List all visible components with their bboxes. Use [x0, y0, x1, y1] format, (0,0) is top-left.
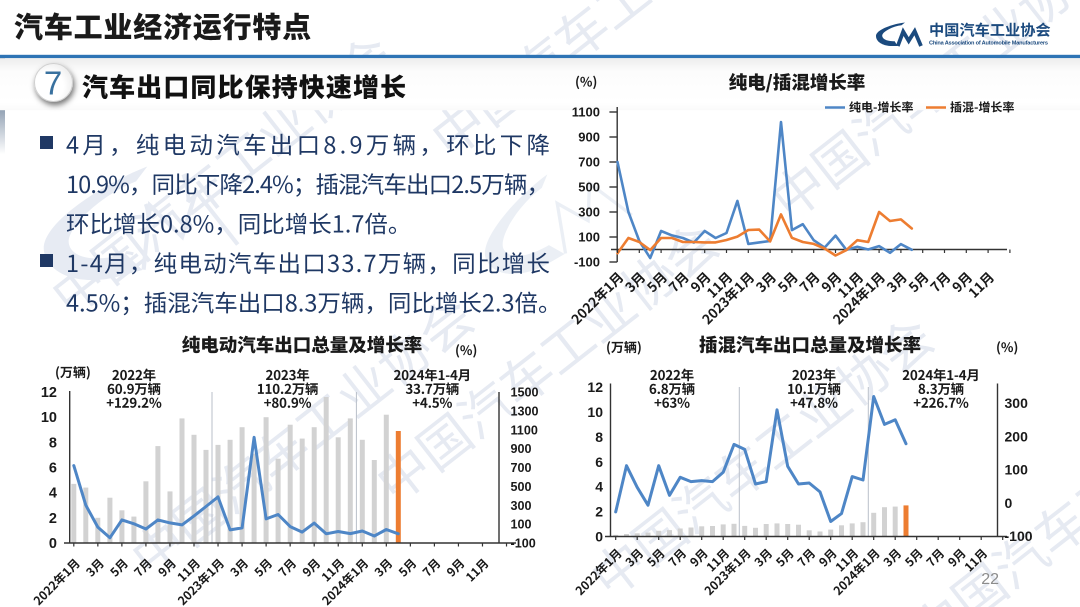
svg-text:10: 10 [41, 410, 57, 426]
svg-text:4: 4 [595, 479, 603, 495]
svg-text:2: 2 [595, 504, 603, 520]
svg-text:700: 700 [578, 155, 600, 170]
svg-text:-100: -100 [574, 255, 600, 270]
svg-text:8: 8 [595, 429, 603, 445]
svg-text:-100: -100 [1005, 528, 1033, 544]
svg-text:500: 500 [511, 480, 532, 494]
svg-text:0: 0 [49, 536, 57, 552]
svg-text:100: 100 [1005, 462, 1029, 478]
svg-text:6: 6 [595, 454, 603, 470]
svg-text:22: 22 [981, 571, 999, 588]
svg-text:12: 12 [41, 385, 57, 401]
svg-text:6: 6 [49, 461, 57, 477]
svg-text:2: 2 [49, 511, 57, 527]
svg-text:500: 500 [578, 180, 600, 195]
svg-text:300: 300 [578, 205, 600, 220]
svg-text:900: 900 [511, 442, 532, 456]
svg-text:1500: 1500 [511, 386, 539, 400]
svg-text:1100: 1100 [572, 105, 600, 120]
svg-text:7: 7 [44, 65, 62, 102]
svg-text:300: 300 [1005, 395, 1029, 411]
svg-text:0: 0 [1005, 495, 1013, 511]
svg-text:8: 8 [49, 435, 57, 451]
svg-text:100: 100 [578, 230, 600, 245]
svg-text:4: 4 [49, 486, 57, 502]
svg-text:200: 200 [1005, 428, 1029, 444]
svg-text:10: 10 [587, 404, 603, 420]
svg-text:300: 300 [511, 499, 532, 513]
svg-text:100: 100 [511, 518, 532, 532]
svg-text:0: 0 [595, 529, 603, 545]
svg-text:12: 12 [587, 379, 603, 395]
svg-text:-100: -100 [511, 537, 536, 551]
svg-text:1100: 1100 [511, 423, 538, 437]
svg-text:China Association of Automobil: China Association of Automobile Manufact… [929, 41, 1048, 47]
svg-text:900: 900 [578, 130, 600, 145]
svg-text:700: 700 [511, 461, 532, 475]
svg-text:1300: 1300 [511, 404, 539, 418]
